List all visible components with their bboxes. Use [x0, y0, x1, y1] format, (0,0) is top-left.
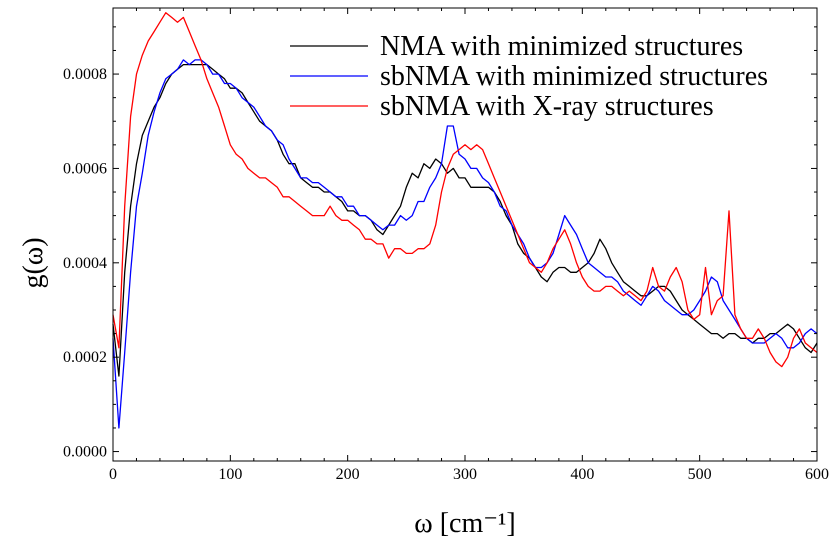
- series-line-3: [112, 12, 818, 368]
- series-layer: [112, 12, 818, 429]
- x-tick-label: 200: [336, 466, 360, 483]
- y-tick-label: 0.0000: [63, 444, 107, 461]
- legend-label-2: sbNMA with minimized structures: [380, 61, 768, 92]
- y-tick-label: 0.0004: [63, 255, 107, 272]
- x-tick-label: 600: [805, 466, 829, 483]
- legend-label-3: sbNMA with X-ray structures: [380, 91, 714, 122]
- x-tick-label: 400: [570, 466, 594, 483]
- x-tick-label: 100: [218, 466, 242, 483]
- series-line-2: [112, 59, 818, 429]
- legend-label-1: NMA with minimized structures: [380, 31, 743, 62]
- x-tick-label: 0: [109, 466, 117, 483]
- y-tick-label: 0.0002: [63, 349, 107, 366]
- x-tick-label: 300: [453, 466, 477, 483]
- y-axis-title: g(ω): [18, 237, 49, 288]
- x-tick-label: 500: [688, 466, 712, 483]
- x-axis-title: ω [cm⁻¹]: [414, 508, 515, 539]
- y-tick-label: 0.0006: [63, 160, 107, 177]
- series-line-1: [112, 63, 818, 377]
- ticks-layer: 0 100 200 300 400 500 600 0.0000 0.0002 0.0004 0.0…: [63, 8, 829, 483]
- y-tick-label: 0.0008: [63, 66, 107, 83]
